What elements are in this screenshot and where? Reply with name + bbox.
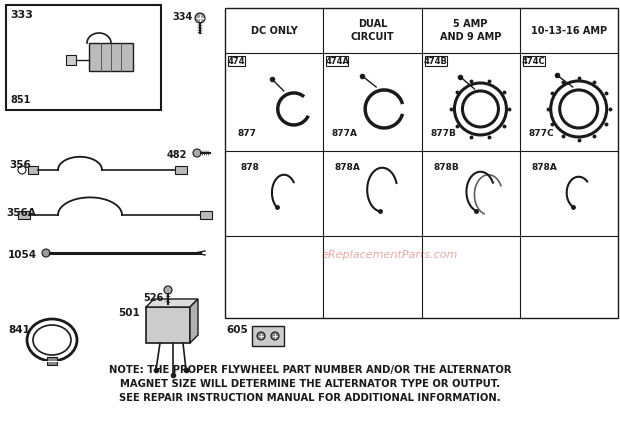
Text: 474B: 474B [423,57,448,66]
Text: 878A: 878A [335,163,361,173]
Bar [200,211,212,219]
Bar [18,211,30,219]
Text: 877: 877 [237,129,256,138]
Text: 474A: 474A [326,57,349,66]
Text: DC ONLY: DC ONLY [250,25,298,35]
Bar [228,56,245,66]
Circle shape [164,286,172,294]
Polygon shape [190,299,198,343]
Bar [523,56,545,66]
Bar [252,326,284,346]
Text: 878B: 878B [433,163,459,173]
Text: 333: 333 [10,10,33,20]
Bar [326,56,348,66]
Bar [66,55,76,65]
Polygon shape [146,299,198,307]
Text: NOTE: THE PROPER FLYWHEEL PART NUMBER AND/OR THE ALTERNATOR: NOTE: THE PROPER FLYWHEEL PART NUMBER AN… [108,365,511,375]
Text: 841: 841 [8,325,30,335]
Bar [89,43,133,71]
Bar [175,166,187,174]
Text: 334: 334 [172,12,192,22]
Text: 605: 605 [226,325,248,335]
Bar [47,357,57,365]
Circle shape [195,13,205,23]
Bar [225,8,618,318]
Text: SEE REPAIR INSTRUCTION MANUAL FOR ADDITIONAL INFORMATION.: SEE REPAIR INSTRUCTION MANUAL FOR ADDITI… [119,393,501,403]
Text: 356: 356 [9,160,31,170]
Text: eReplacementParts.com: eReplacementParts.com [322,250,458,260]
Text: 877A: 877A [332,129,358,138]
Bar [28,166,38,174]
Text: 356A: 356A [6,208,36,218]
Text: 5 AMP
AND 9 AMP: 5 AMP AND 9 AMP [440,19,502,42]
Bar [146,307,190,343]
Text: 878A: 878A [531,163,557,173]
Bar [6,5,161,110]
Circle shape [193,149,201,157]
Text: 501: 501 [118,308,140,318]
Text: 851: 851 [10,95,30,105]
Text: 1054: 1054 [8,250,37,260]
Bar [425,56,446,66]
Text: 474: 474 [228,57,246,66]
Text: 878: 878 [240,163,259,173]
Circle shape [271,332,279,340]
Circle shape [257,332,265,340]
Text: MAGNET SIZE WILL DETERMINE THE ALTERNATOR TYPE OR OUTPUT.: MAGNET SIZE WILL DETERMINE THE ALTERNATO… [120,379,500,389]
Text: 526: 526 [143,293,163,303]
Text: 10-13-16 AMP: 10-13-16 AMP [531,25,607,35]
Circle shape [42,249,50,257]
Text: 877B: 877B [430,129,456,138]
Text: 482: 482 [167,150,187,160]
Text: 877C: 877C [529,129,554,138]
Text: DUAL
CIRCUIT: DUAL CIRCUIT [350,19,394,42]
Text: 474C: 474C [522,57,546,66]
